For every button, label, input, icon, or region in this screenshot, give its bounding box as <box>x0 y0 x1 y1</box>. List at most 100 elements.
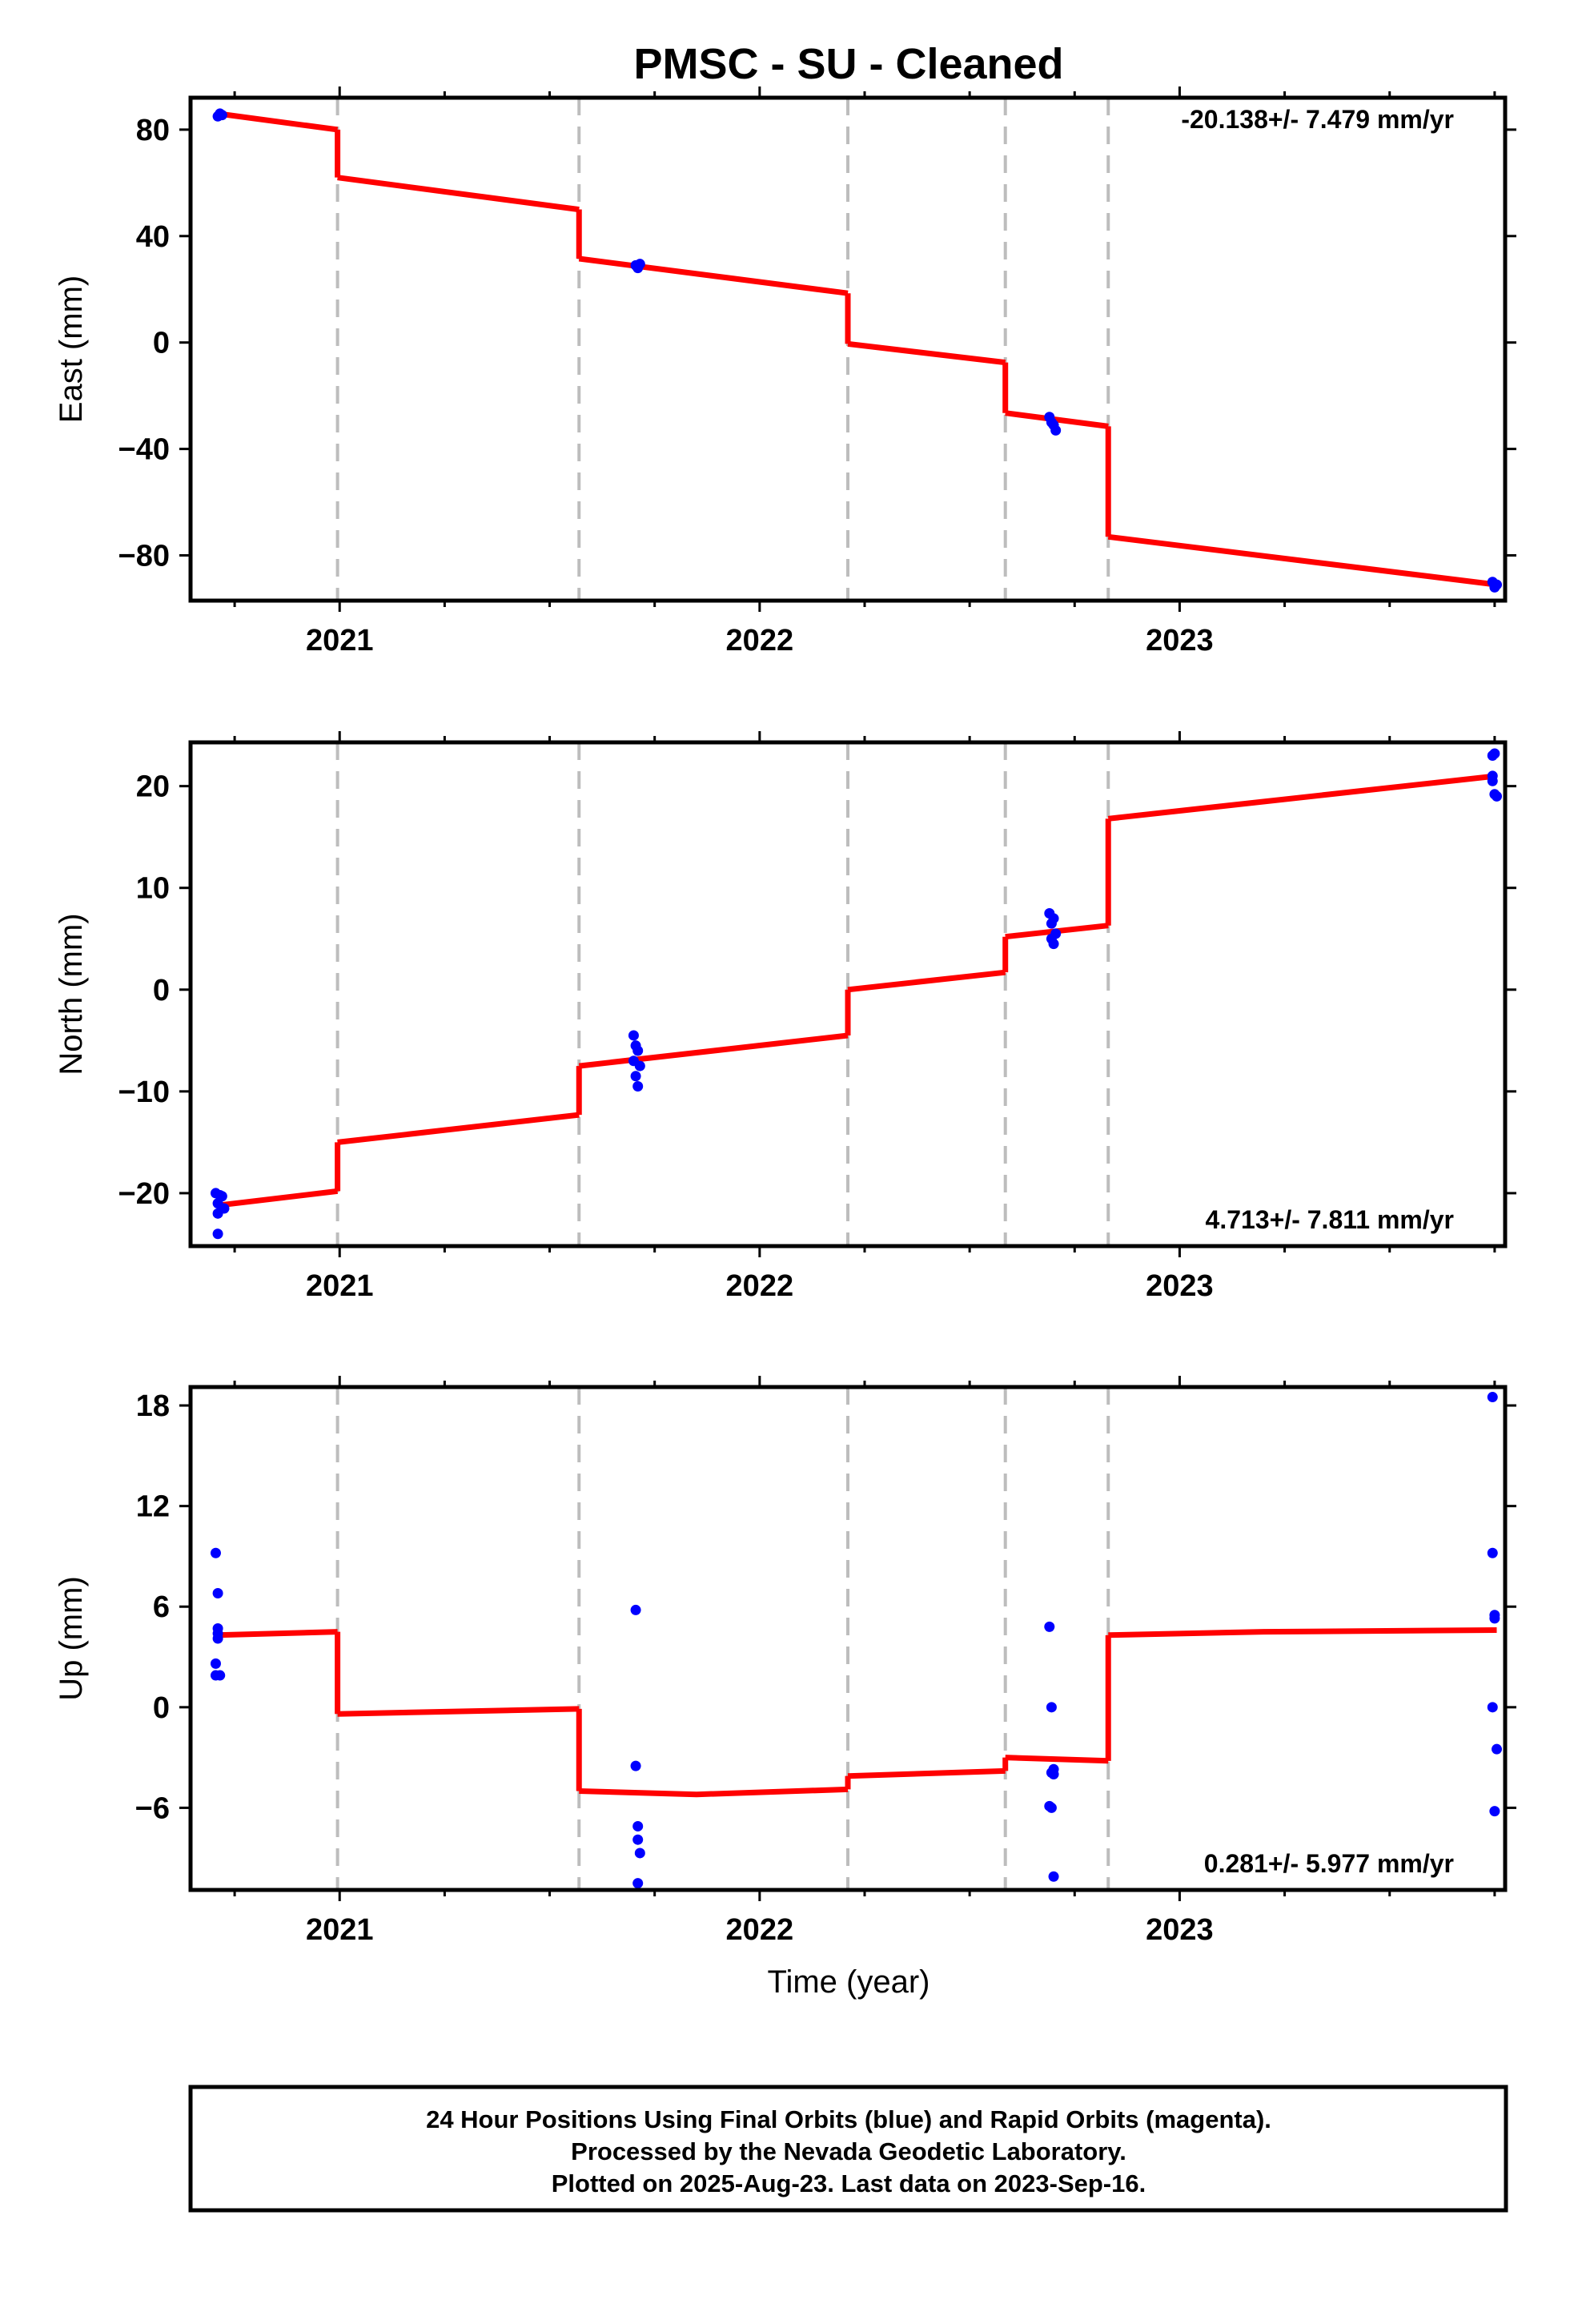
north-model-segment <box>337 1112 580 1145</box>
up-x-tick-label: 2022 <box>726 1913 794 1947</box>
footer-frame <box>188 2085 1508 2213</box>
up-data-point <box>632 1834 644 1845</box>
up-y-tick-label: 12 <box>136 1490 170 1524</box>
east-y-tick-label: 80 <box>136 114 170 147</box>
north-data-point <box>1492 790 1503 802</box>
up-plot-frame <box>188 1385 1508 1892</box>
up-data-point <box>1489 1613 1500 1624</box>
east-model-segment <box>847 340 1006 366</box>
up-y-tick-label: 6 <box>153 1590 170 1624</box>
north-data-point <box>628 1030 639 1041</box>
north-data-point <box>1048 913 1059 924</box>
east-y-tick-label: 0 <box>153 327 170 360</box>
north-rate-label: 4.713+/- 7.811 mm/yr <box>1206 1205 1454 1234</box>
footer-box: 24 Hour Positions Using Final Orbits (bl… <box>188 2085 1508 2213</box>
north-data-point <box>1048 939 1059 950</box>
up-data-point <box>630 1604 641 1615</box>
north-model-segment <box>578 1032 849 1069</box>
east-model-segment <box>337 175 580 213</box>
north-model-segment <box>1107 773 1497 822</box>
up-data-point <box>1487 1392 1498 1403</box>
up-model-segment <box>337 1706 580 1717</box>
up-data-point <box>1489 1806 1500 1817</box>
up-data-point <box>1487 1702 1498 1713</box>
east-model-segment <box>1005 410 1109 429</box>
east-y-tick-label: −40 <box>118 433 170 467</box>
up-data-point <box>212 1587 223 1598</box>
up-data-point <box>634 1848 645 1859</box>
up-data-point <box>215 1670 226 1681</box>
up-data-point <box>1492 1743 1503 1755</box>
up-data-point <box>210 1658 221 1669</box>
up-data-point <box>1487 1547 1498 1558</box>
up-y-axis-label: Up (mm) <box>54 1576 89 1701</box>
north-y-tick-label: −20 <box>118 1177 170 1211</box>
footer-line-1: 24 Hour Positions Using Final Orbits (bl… <box>426 2105 1271 2133</box>
north-x-tick-label: 2021 <box>306 1269 374 1303</box>
north-y-tick-label: 20 <box>136 770 170 804</box>
east-plot-frame <box>188 95 1508 603</box>
up-data-point <box>632 1878 644 1889</box>
up-y-tick-label: 0 <box>153 1691 170 1725</box>
north-y-tick-label: −10 <box>118 1076 170 1109</box>
north-y-tick-label: 10 <box>136 872 170 906</box>
east-x-tick-label: 2021 <box>306 624 374 657</box>
north-model-segment <box>847 969 1006 993</box>
up-data-point <box>1044 1621 1055 1632</box>
up-data-point <box>210 1547 221 1558</box>
east-y-tick-label: −80 <box>118 540 170 573</box>
east-panel: 2021 2022 2023 80 40 0 −40 −80 East (mm) -20.138+… <box>54 86 1516 657</box>
up-model-segment <box>1108 1627 1497 1638</box>
east-model-segment <box>578 255 849 296</box>
east-rate-label: -20.138+/- 7.479 mm/yr <box>1181 105 1454 134</box>
north-data-point <box>630 1071 641 1082</box>
up-data-point <box>1048 1769 1059 1780</box>
up-y-tick-label: −6 <box>135 1791 170 1825</box>
north-data-point <box>1489 748 1500 759</box>
up-panel: 2021 2022 2023 18 12 6 0 −6 Up (mm) 0.281+/- 5.97… <box>54 1376 1516 1947</box>
north-x-tick-label: 2022 <box>726 1269 794 1303</box>
north-data-point <box>632 1045 644 1056</box>
east-data-point <box>216 110 227 121</box>
up-model-segment <box>847 1767 1006 1779</box>
north-data-point <box>212 1208 223 1219</box>
east-x-tick-label: 2023 <box>1146 624 1214 657</box>
north-data-point <box>216 1191 227 1202</box>
north-data-point <box>212 1228 223 1240</box>
up-x-tick-label: 2023 <box>1146 1913 1214 1947</box>
footer-line-2: Processed by the Nevada Geodetic Laborat… <box>571 2137 1126 2165</box>
up-model-segment <box>1005 1755 1109 1764</box>
up-data-point <box>212 1628 223 1639</box>
up-model-segment <box>218 1629 338 1638</box>
east-data-point <box>1492 579 1503 590</box>
north-panel: 2021 2022 2023 20 10 0 −10 −20 North (mm) 4.713+/… <box>54 731 1516 1303</box>
up-data-point <box>632 1820 644 1831</box>
up-model-segment <box>579 1786 849 1798</box>
up-y-tick-label: 18 <box>136 1389 170 1423</box>
up-data-point <box>1046 1802 1057 1813</box>
north-data-point <box>632 1080 644 1092</box>
north-data-point <box>628 1055 639 1067</box>
north-plot-frame <box>188 740 1508 1248</box>
up-data-point <box>1048 1871 1059 1882</box>
north-data-point <box>1487 775 1498 786</box>
up-data-point <box>1046 1702 1057 1713</box>
north-y-axis-label: North (mm) <box>54 913 89 1075</box>
up-x-tick-label: 2021 <box>306 1913 374 1947</box>
east-y-tick-label: 40 <box>136 220 170 254</box>
east-y-axis-label: East (mm) <box>54 275 89 423</box>
up-rate-label: 0.281+/- 5.977 mm/yr <box>1204 1849 1454 1878</box>
footer-line-3: Plotted on 2025-Aug-23. Last data on 202… <box>552 2169 1146 2197</box>
up-data-point <box>630 1760 641 1771</box>
north-x-tick-label: 2023 <box>1146 1269 1214 1303</box>
east-x-tick-label: 2022 <box>726 624 794 657</box>
east-model-segment <box>217 111 339 133</box>
north-model-segment <box>217 1188 339 1208</box>
north-y-tick-label: 0 <box>153 974 170 1007</box>
east-model-segment <box>1107 533 1497 588</box>
x-axis-label: Time (year) <box>768 1964 930 2000</box>
east-data-point <box>634 259 645 270</box>
east-data-point <box>1050 424 1062 436</box>
figure-title: PMSC - SU - Cleaned <box>633 40 1063 88</box>
